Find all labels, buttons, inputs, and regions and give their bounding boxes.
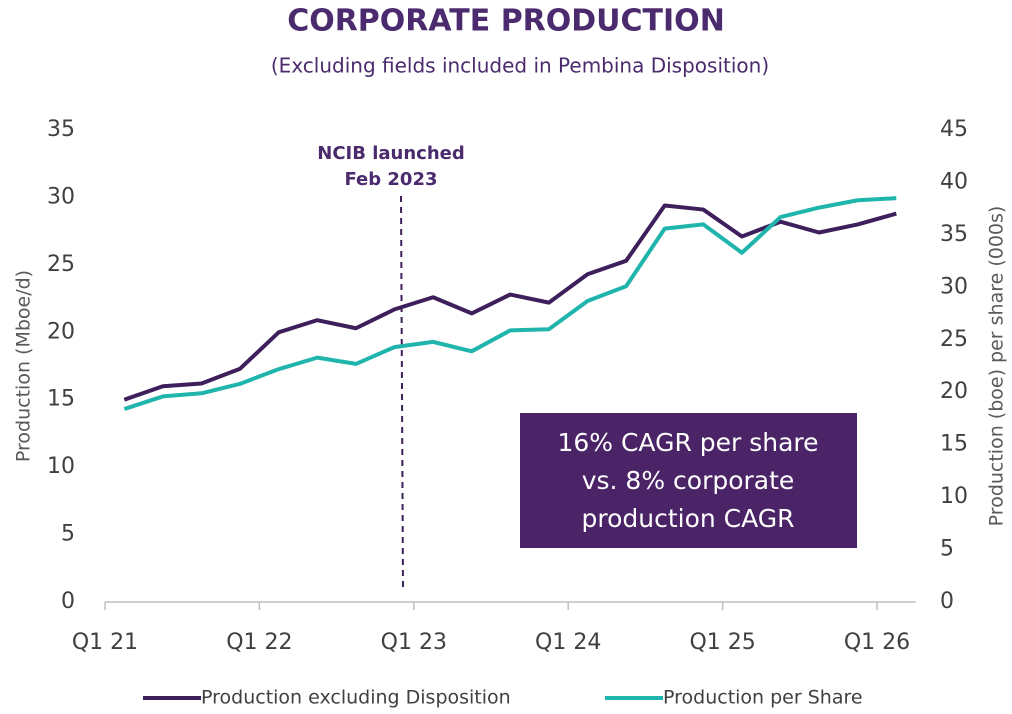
y2-tick-label: 25 (940, 327, 968, 352)
series-line (123, 196, 897, 411)
series-line (123, 203, 897, 402)
y2-tick-label: 30 (940, 274, 968, 299)
y-tick-label: 20 (47, 319, 75, 344)
y-tick-label: 10 (47, 454, 75, 479)
callout-text: 16% CAGR per share (557, 428, 818, 457)
y2-axis-label: Production (boe) per share (000s) (986, 206, 1008, 527)
y-tick-label: 30 (47, 184, 75, 209)
y2-tick-label: 15 (940, 432, 968, 457)
x-tick-label: Q1 21 (72, 630, 138, 655)
y2-tick-label: 10 (940, 484, 968, 509)
y-tick-label: 0 (61, 589, 75, 614)
x-tick-label: Q1 23 (381, 630, 447, 655)
y2-tick-label: 20 (940, 379, 968, 404)
y-tick-label: 5 (61, 522, 75, 547)
y2-tick-label: 0 (940, 589, 954, 614)
y2-tick-label: 5 (940, 537, 954, 562)
y-tick-label: 35 (47, 117, 75, 142)
annotation-text: Feb 2023 (344, 169, 437, 190)
y2-tick-label: 40 (940, 169, 968, 194)
legend-label: Production excluding Disposition (201, 687, 511, 709)
y-axis-label: Production (Mboe/d) (13, 270, 35, 462)
chart-subtitle: (Excluding fields included in Pembina Di… (271, 54, 769, 78)
callout-box (520, 413, 857, 548)
y2-tick-label: 35 (940, 222, 968, 247)
x-tick-label: Q1 25 (689, 630, 755, 655)
x-tick-label: Q1 24 (535, 630, 601, 655)
legend-label: Production per Share (663, 687, 863, 709)
annotation-text: NCIB launched (317, 143, 464, 164)
chart-title: CORPORATE PRODUCTION (287, 4, 725, 39)
annotation-line (400, 195, 404, 591)
callout-text: production CAGR (581, 504, 794, 533)
y2-tick-label: 45 (940, 117, 968, 142)
callout-text: vs. 8% corporate (582, 466, 795, 495)
x-tick-label: Q1 26 (844, 630, 910, 655)
y-tick-label: 15 (47, 387, 75, 412)
x-tick-label: Q1 22 (226, 630, 292, 655)
y-tick-label: 25 (47, 252, 75, 277)
